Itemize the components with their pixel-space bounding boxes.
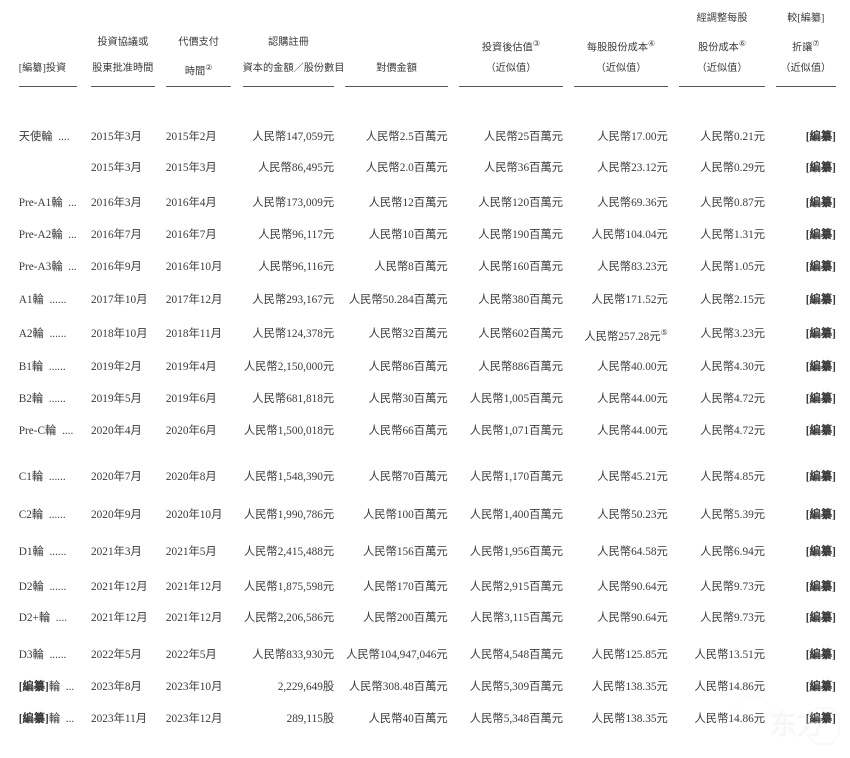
svg-text:东方: 东方	[770, 709, 824, 740]
